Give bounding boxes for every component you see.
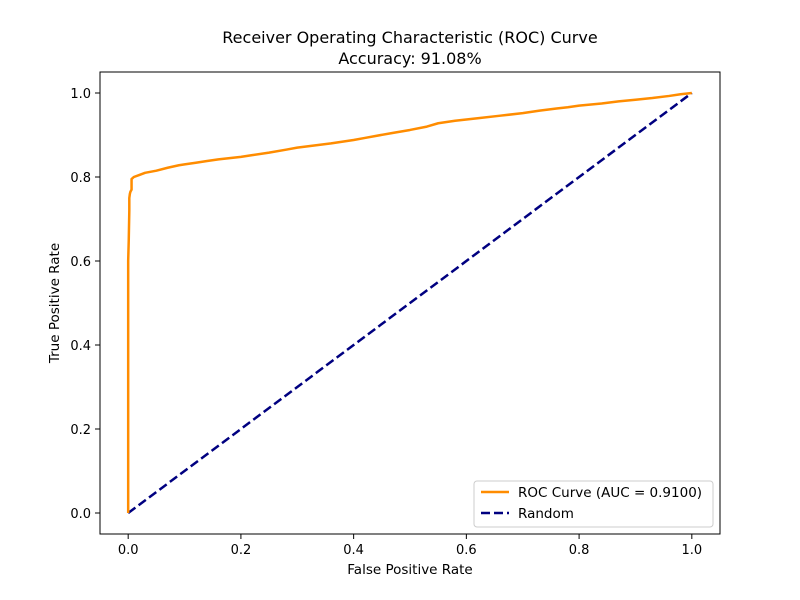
y-tick-label: 0.4 — [70, 339, 91, 354]
x-axis: 0.0 0.2 0.4 0.6 0.8 1.0 — [118, 534, 702, 558]
y-tick-label: 0.0 — [70, 507, 91, 522]
x-tick-label: 0.0 — [118, 543, 139, 558]
legend-random-label: Random — [518, 506, 574, 522]
x-tick-label: 0.6 — [456, 543, 477, 558]
y-axis: 0.0 0.2 0.4 0.6 0.8 1.0 — [70, 87, 100, 522]
x-axis-label: False Positive Rate — [347, 562, 472, 578]
x-tick-label: 1.0 — [681, 543, 702, 558]
x-tick-label: 0.4 — [343, 543, 364, 558]
series-layer — [126, 91, 693, 515]
legend: ROC Curve (AUC = 0.9100) Random — [473, 480, 714, 528]
y-tick-label: 0.2 — [70, 423, 91, 438]
y-axis-label: True Positive Rate — [47, 243, 63, 364]
y-tick-label: 0.6 — [70, 255, 91, 270]
y-tick-label: 1.0 — [70, 87, 91, 102]
legend-box — [473, 480, 714, 528]
x-tick-label: 0.8 — [569, 543, 590, 558]
chart-subtitle: Accuracy: 91.08% — [338, 49, 481, 68]
roc-curve-line — [126, 91, 692, 513]
x-tick-label: 0.2 — [231, 543, 252, 558]
chart-title: Receiver Operating Characteristic (ROC) … — [222, 28, 597, 47]
legend-roc-label: ROC Curve (AUC = 0.9100) — [518, 485, 702, 501]
plot-frame — [99, 71, 721, 535]
random-baseline-line — [127, 91, 693, 515]
y-tick-label: 0.8 — [70, 171, 91, 186]
